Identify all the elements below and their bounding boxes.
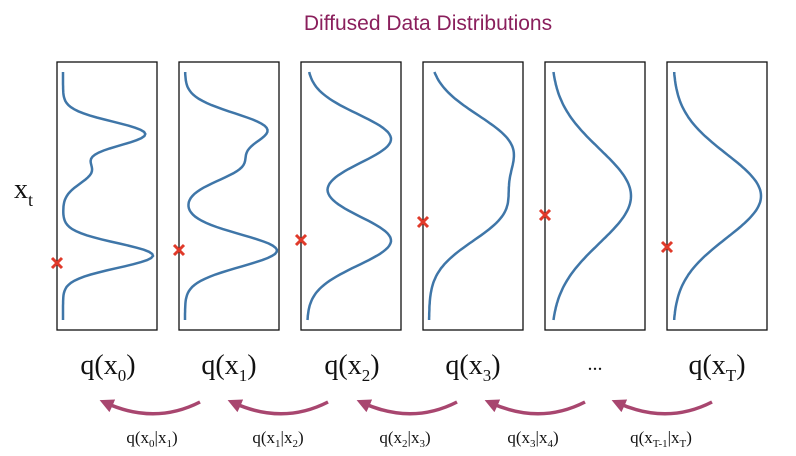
panel	[178, 61, 280, 331]
conditional-label: q(x3|x4)	[507, 428, 558, 450]
label-part: q(x	[688, 350, 725, 381]
label-part: q(x	[507, 428, 530, 447]
label-part: )	[686, 428, 692, 447]
label-part: )	[736, 350, 745, 381]
label-sub: T	[680, 438, 687, 450]
reverse-arrow	[99, 399, 201, 416]
sample-cross	[294, 233, 308, 247]
label-sub: 4	[547, 438, 553, 450]
marginal-label: ...	[588, 353, 603, 375]
label-part: q(x	[445, 350, 482, 381]
reverse-arrow	[611, 399, 713, 416]
sample-cross	[50, 256, 64, 270]
density-curve	[183, 72, 279, 320]
marginal-label: q(xT)	[688, 350, 745, 385]
axis-label-base: x	[14, 174, 28, 205]
label-part: |x	[281, 428, 293, 447]
panel	[666, 61, 768, 331]
density-curve	[61, 72, 155, 320]
label-part: q(x	[379, 428, 402, 447]
label-sub: 2	[402, 438, 408, 450]
label-sub: 0	[118, 366, 127, 385]
conditional-label: q(x1|x2)	[252, 428, 303, 450]
sample-cross	[416, 215, 430, 229]
title: Diffused Data Distributions	[304, 12, 552, 35]
label-part: )	[298, 428, 304, 447]
axis-label: xt	[14, 174, 33, 210]
label-part: |x	[408, 428, 420, 447]
label-sub: T-1	[653, 438, 668, 450]
panel	[422, 61, 524, 331]
label-part: q(x	[201, 350, 238, 381]
density-curve	[427, 71, 516, 320]
label-part: |x	[155, 428, 167, 447]
label-part: )	[247, 350, 256, 381]
axis-label-sub: t	[28, 190, 33, 210]
label-part: |x	[536, 428, 548, 447]
label-sub: 1	[275, 438, 281, 450]
density-curve	[552, 71, 633, 321]
sample-cross	[172, 243, 186, 257]
panel	[56, 61, 158, 331]
label-part: )	[126, 350, 135, 381]
label-part: q(x	[126, 428, 149, 447]
density-curve	[672, 71, 763, 321]
label-part: q(x	[252, 428, 275, 447]
label-sub: 1	[239, 366, 248, 385]
conditional-label: q(xT-1|xT)	[630, 428, 692, 450]
marginal-label: q(x1)	[201, 350, 256, 385]
label-sub: 2	[292, 438, 298, 450]
label-sub: 2	[362, 366, 371, 385]
marginal-label: q(x2)	[324, 350, 379, 385]
label-sub: 3	[530, 438, 536, 450]
marginal-label: q(x0)	[80, 350, 135, 385]
density-curve	[306, 71, 393, 321]
label-part: )	[172, 428, 178, 447]
label-sub: T	[726, 366, 737, 385]
label-part: )	[491, 350, 500, 381]
sample-cross	[660, 240, 674, 254]
conditional-label: q(x2|x3)	[379, 428, 430, 450]
label-sub: 0	[149, 438, 155, 450]
label-part: |x	[668, 428, 680, 447]
label-part: q(x	[630, 428, 653, 447]
label-part: q(x	[324, 350, 361, 381]
label-part: )	[553, 428, 559, 447]
label-part: )	[425, 428, 431, 447]
conditional-label: q(x0|x1)	[126, 428, 177, 450]
marginal-label: q(x3)	[445, 350, 500, 385]
label-sub: 1	[166, 438, 172, 450]
label-sub: 3	[419, 438, 425, 450]
reverse-arrow	[484, 399, 586, 416]
reverse-arrow	[227, 399, 329, 416]
panel	[544, 61, 646, 331]
label-part: )	[370, 350, 379, 381]
reverse-arrow	[356, 399, 458, 416]
label-sub: 3	[483, 366, 492, 385]
panel	[300, 61, 402, 331]
label-part: q(x	[80, 350, 117, 381]
sample-cross	[538, 208, 552, 222]
